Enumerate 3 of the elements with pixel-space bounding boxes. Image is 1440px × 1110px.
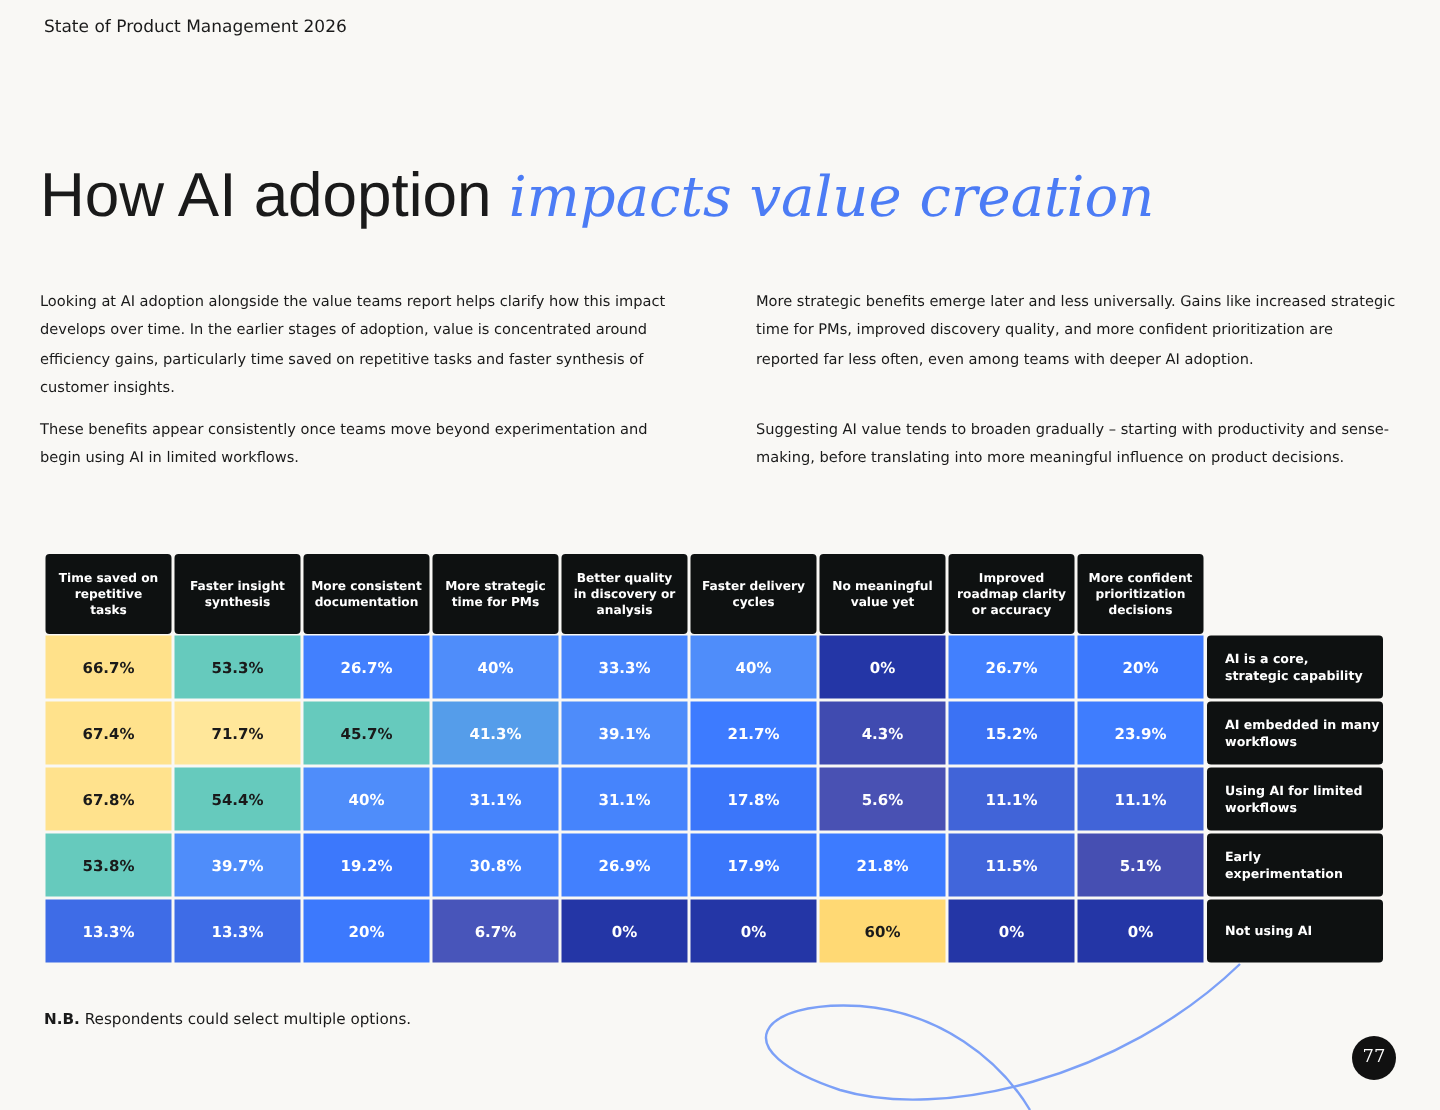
text: 77 [1352,1036,1396,1080]
text: State of Product Management 2026 [44,18,347,38]
chart-title: How AI adoption impacts value creation [40,160,1155,230]
